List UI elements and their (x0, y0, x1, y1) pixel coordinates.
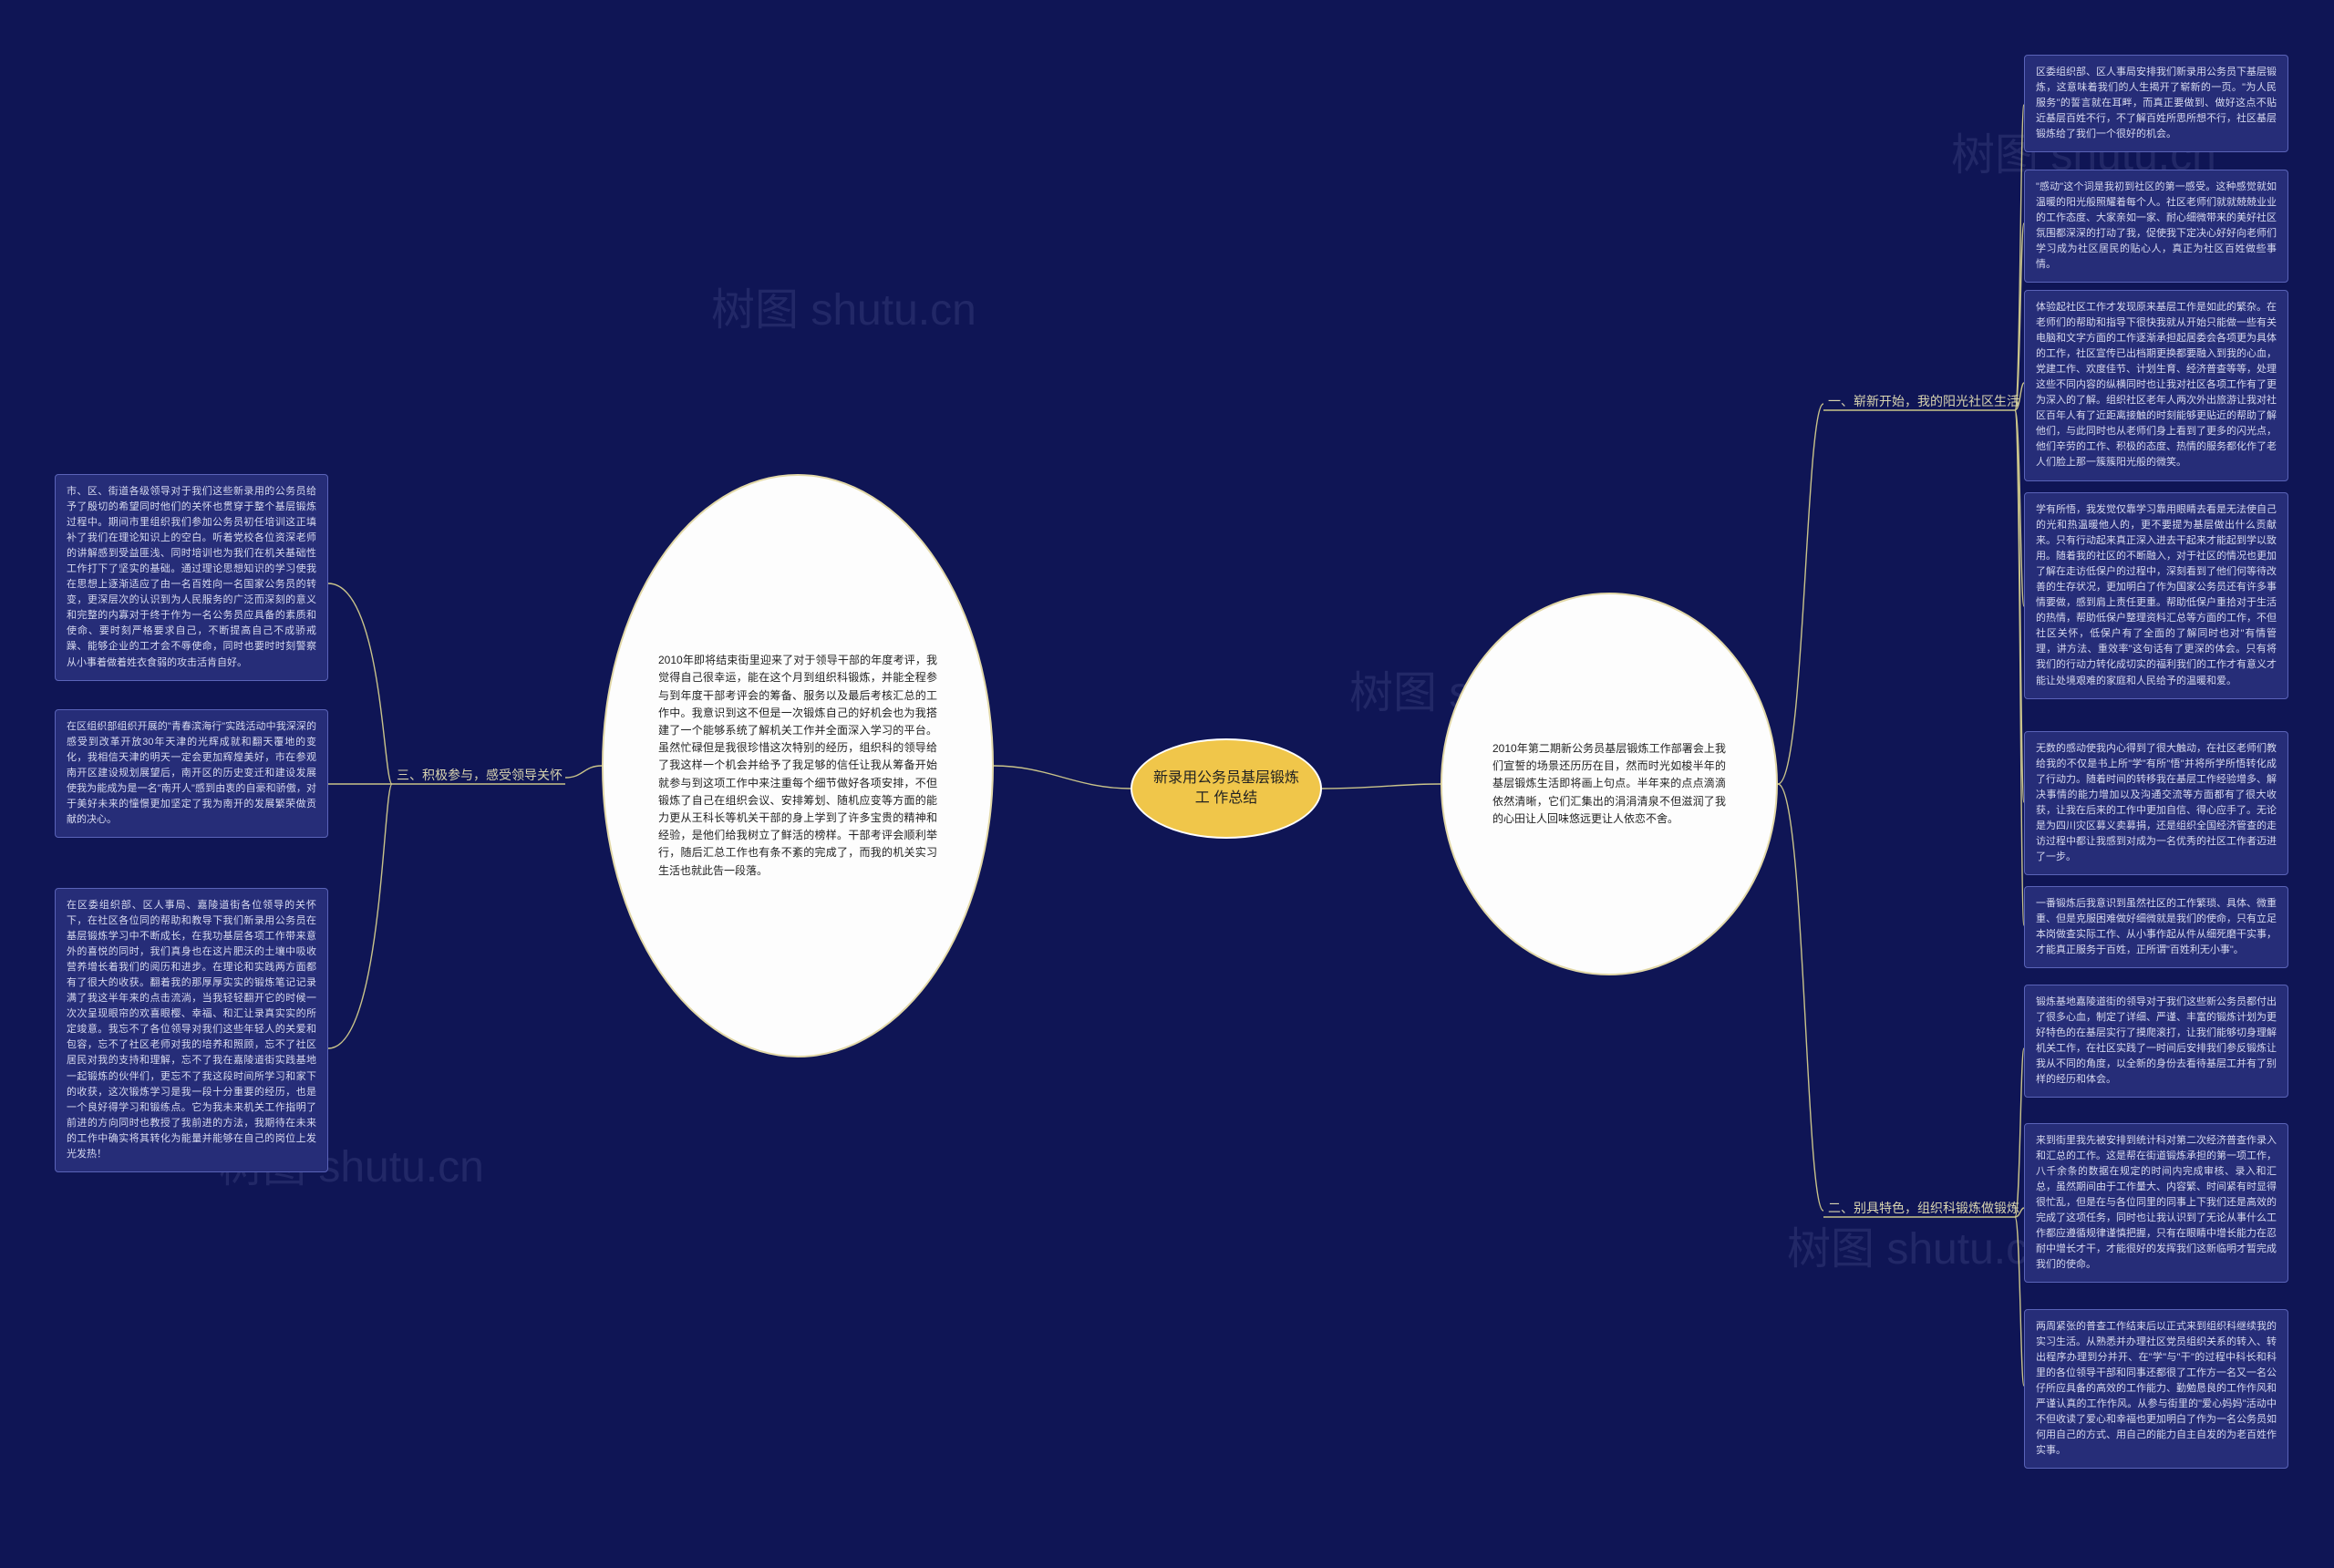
watermark: 树图 shutu.cn (1787, 1212, 2052, 1276)
branch-2-label[interactable]: 二、别具特色，组织科锻炼做锻炼 (1828, 1199, 2019, 1217)
leaf-l2[interactable]: 在区组织部组织开展的"青春滨海行"实践活动中我深深的感受到改革开放30年天津的光… (55, 709, 328, 838)
leaf-r4[interactable]: 学有所悟，我发觉仅靠学习靠用眼睛去看是无法使自己的光和热温暖他人的，更不要提为基… (2024, 492, 2288, 699)
leaf-text: 在区组织部组织开展的"青春滨海行"实践活动中我深深的感受到改革开放30年天津的光… (67, 721, 316, 825)
leaf-r9[interactable]: 两周紧张的普查工作结束后以正式来到组织科继续我的实习生活。从熟悉并办理社区党员组… (2024, 1309, 2288, 1469)
leaf-r5[interactable]: 无数的感动使我内心得到了很大触动，在社区老师们教给我的不仅是书上所"学"有所"悟… (2024, 731, 2288, 875)
leaf-r1[interactable]: 区委组织部、区人事局安排我们新录用公务员下基层锻炼，这意味着我们的人生揭开了崭新… (2024, 55, 2288, 152)
leaf-text: 体验起社区工作才发现原来基层工作是如此的繁杂。在老师们的帮助和指导下很快我就从开… (2036, 302, 2277, 468)
branch-1-label[interactable]: 一、崭新开始，我的阳光社区生活 (1828, 392, 2019, 410)
leaf-text: 锻炼基地嘉陵道街的领导对于我们这些新公务员都付出了很多心血，制定了详细、严谨、丰… (2036, 996, 2277, 1085)
left-summary-text: 2010年即将结束街里迎来了对于领导干部的年度考评，我觉得自己很幸运，能在这个月… (658, 652, 937, 879)
leaf-text: 无数的感动使我内心得到了很大触动，在社区老师们教给我的不仅是书上所"学"有所"悟… (2036, 743, 2277, 862)
leaf-r7[interactable]: 锻炼基地嘉陵道街的领导对于我们这些新公务员都付出了很多心血，制定了详细、严谨、丰… (2024, 985, 2288, 1098)
leaf-l3[interactable]: 在区委组织部、区人事局、嘉陵道街各位领导的关怀下，在社区各位同的帮助和教导下我们… (55, 888, 328, 1172)
leaf-l1[interactable]: 市、区、街道各级领导对于我们这些新录用的公务员给予了殷切的希望同时他们的关怀也贯… (55, 474, 328, 681)
right-summary-text: 2010年第二期新公务员基层锻炼工作部署会上我们宣誓的场景还历历在目，然而时光如… (1492, 740, 1726, 828)
right-summary-ellipse[interactable]: 2010年第二期新公务员基层锻炼工作部署会上我们宣誓的场景还历历在目，然而时光如… (1441, 593, 1778, 975)
leaf-text: 在区委组织部、区人事局、嘉陵道街各位领导的关怀下，在社区各位同的帮助和教导下我们… (67, 900, 316, 1160)
center-topic[interactable]: 新录用公务员基层锻炼工 作总结 (1131, 738, 1322, 839)
leaf-text: "感动"这个词是我初到社区的第一感受。这种感觉就如温暖的阳光般照耀着每个人。社区… (2036, 181, 2277, 270)
branch-3-label[interactable]: 三、积极参与，感受领导关怀 (397, 766, 563, 784)
center-topic-text: 新录用公务员基层锻炼工 作总结 (1151, 769, 1302, 810)
leaf-r2[interactable]: "感动"这个词是我初到社区的第一感受。这种感觉就如温暖的阳光般照耀着每个人。社区… (2024, 170, 2288, 283)
leaf-r3[interactable]: 体验起社区工作才发现原来基层工作是如此的繁杂。在老师们的帮助和指导下很快我就从开… (2024, 290, 2288, 481)
leaf-r6[interactable]: 一番锻炼后我意识到虽然社区的工作繁琐、具体、微重重、但是克服困难做好细微就是我们… (2024, 886, 2288, 968)
leaf-text: 市、区、街道各级领导对于我们这些新录用的公务员给予了殷切的希望同时他们的关怀也贯… (67, 486, 316, 668)
watermark: 树图 shutu.cn (711, 273, 976, 337)
leaf-text: 两周紧张的普查工作结束后以正式来到组织科继续我的实习生活。从熟悉并办理社区党员组… (2036, 1321, 2277, 1456)
leaf-text: 一番锻炼后我意识到虽然社区的工作繁琐、具体、微重重、但是克服困难做好细微就是我们… (2036, 898, 2277, 955)
leaf-r8[interactable]: 来到街里我先被安排到统计科对第二次经济普查作录入和汇总的工作。这是帮在街道锻炼承… (2024, 1123, 2288, 1283)
leaf-text: 来到街里我先被安排到统计科对第二次经济普查作录入和汇总的工作。这是帮在街道锻炼承… (2036, 1135, 2277, 1270)
leaf-text: 学有所悟，我发觉仅靠学习靠用眼睛去看是无法使自己的光和热温暖他人的，更不要提为基… (2036, 504, 2277, 686)
leaf-text: 区委组织部、区人事局安排我们新录用公务员下基层锻炼，这意味着我们的人生揭开了崭新… (2036, 67, 2277, 139)
left-summary-ellipse[interactable]: 2010年即将结束街里迎来了对于领导干部的年度考评，我觉得自己很幸运，能在这个月… (602, 474, 994, 1057)
